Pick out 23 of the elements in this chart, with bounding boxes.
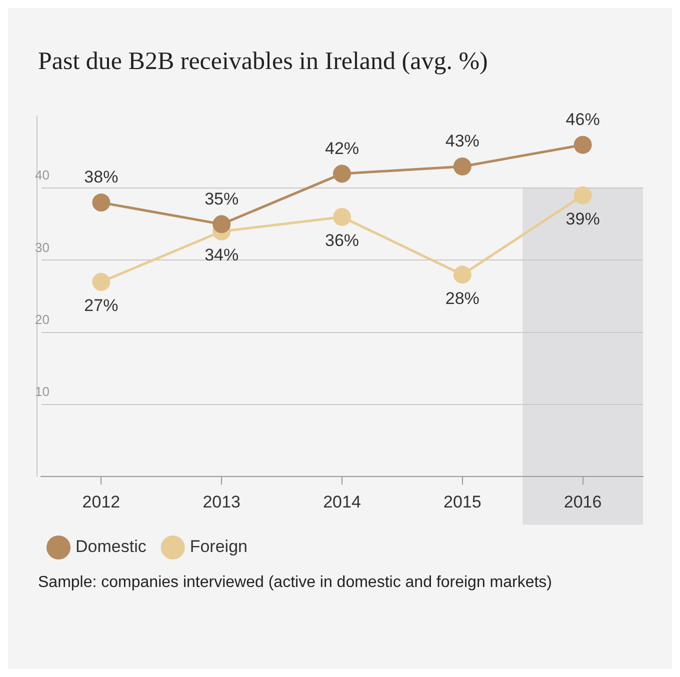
legend-label: Domestic [76, 537, 147, 556]
y-tick-label: 10 [35, 384, 50, 400]
text: Sample: companies interviewed (active in domestic and foreign markets) [38, 573, 554, 593]
x-tick-label: 2013 [202, 492, 241, 512]
data-label: 36% [324, 231, 360, 250]
chart-title: Past due B2B receivables in Ireland (avg. %) [38, 48, 489, 76]
x-tick-label: 2016 [564, 492, 602, 512]
x-tick-label: 2015 [443, 492, 482, 512]
y-tick-label: 40 [35, 168, 50, 183]
data-label: 27% [84, 296, 118, 316]
data-label: 38% [84, 168, 118, 187]
legend-label: Foreign [190, 537, 248, 556]
data-label: 39% [566, 210, 600, 229]
data-label: 35% [204, 189, 239, 208]
data-label: 34% [204, 246, 239, 265]
y-tick-label: 30 [35, 240, 50, 255]
data-label: 43% [445, 132, 480, 151]
data-label: 46% [566, 110, 600, 130]
data-label: 28% [445, 288, 480, 308]
x-tick-label: 2012 [82, 492, 120, 512]
x-tick-label: 2014 [323, 492, 361, 512]
data-label: 42% [324, 138, 360, 158]
y-tick-label: 20 [35, 312, 50, 327]
